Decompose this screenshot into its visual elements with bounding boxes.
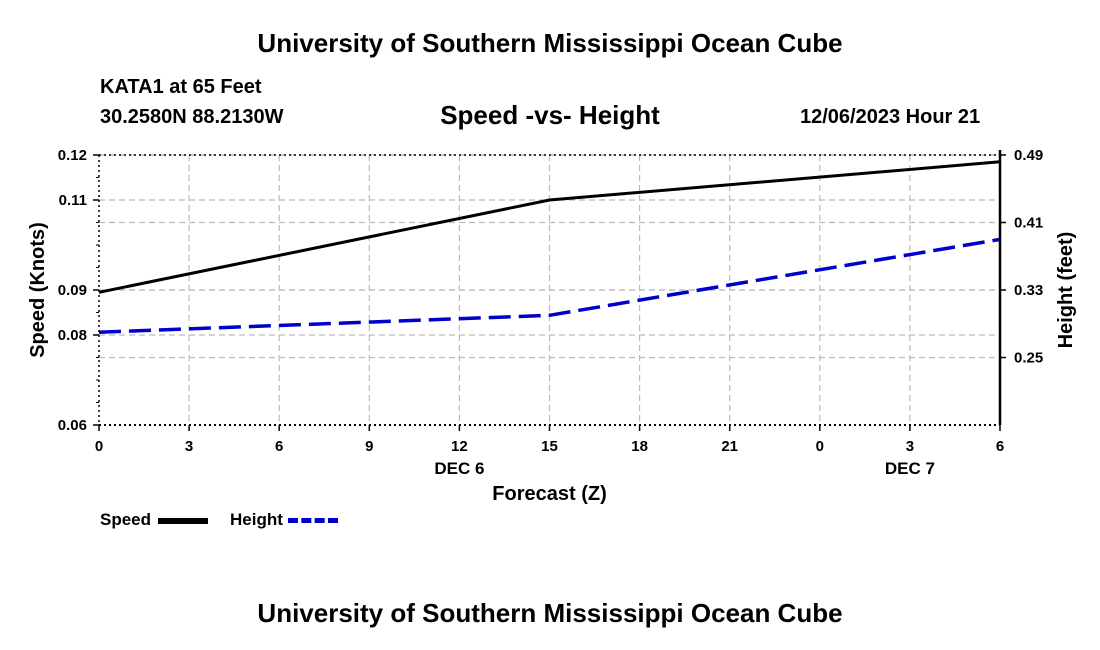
footer-title: University of Southern Mississippi Ocean… <box>257 598 843 628</box>
x-tick-label: 6 <box>275 438 283 455</box>
y-tick-label-left: 0.09 <box>58 282 87 299</box>
legend-speed-label: Speed <box>100 510 152 529</box>
legend-speed-swatch <box>157 517 208 524</box>
y-axis-label-right: Height (feet) <box>1055 232 1077 349</box>
x-tick-label: 0 <box>816 438 824 455</box>
x-tick-label: 3 <box>185 438 193 455</box>
x-tick-label: 6 <box>996 438 1004 455</box>
x-tick-label: 12 <box>451 438 468 455</box>
y-tick-label-left: 0.06 <box>58 417 87 434</box>
page-title: University of Southern Mississippi Ocean… <box>257 28 843 58</box>
grid-layer <box>99 154 1000 425</box>
series-line-height <box>98 237 1001 334</box>
y-tick-label-right: 0.41 <box>1014 215 1043 232</box>
y-tick-label-right: 0.49 <box>1014 147 1043 164</box>
y-axis-label-left: Speed (Knots) <box>27 222 49 358</box>
forecast-datetime: 12/06/2023 Hour 21 <box>800 106 981 128</box>
legend-height: Height <box>230 510 338 530</box>
legend-height-label: Height <box>230 510 283 529</box>
label-layer: 0 3 6 9 12 15 18 21 0 3 6 DEC 6 DEC 7 Forecast (Z) 0.0… <box>27 147 1077 505</box>
x-tick-label: 3 <box>906 438 914 455</box>
x-tick-label: 18 <box>631 438 648 455</box>
legend-speed: Speed <box>100 510 208 530</box>
date-label: DEC 7 <box>885 459 935 478</box>
x-axis-label: Forecast (Z) <box>492 483 606 505</box>
series-layer <box>98 160 1001 334</box>
y-tick-label-right: 0.25 <box>1014 350 1043 367</box>
x-tick-label: 15 <box>541 438 558 455</box>
series-line-speed <box>98 160 1001 294</box>
x-tick-label: 9 <box>365 438 373 455</box>
station-coordinates: 30.2580N 88.2130W <box>100 106 284 128</box>
axes-layer <box>93 150 1006 431</box>
y-tick-label-right: 0.33 <box>1014 282 1043 299</box>
date-label: DEC 6 <box>434 459 484 478</box>
station-label: KATA1 at 65 Feet <box>100 76 262 98</box>
y-tick-label-left: 0.08 <box>58 327 87 344</box>
chart-title: Speed -vs- Height <box>440 100 660 130</box>
y-tick-label-left: 0.12 <box>58 147 87 164</box>
legend-height-swatch <box>287 518 338 524</box>
x-tick-label: 21 <box>721 438 738 455</box>
y-tick-label-left: 0.11 <box>59 192 87 209</box>
x-tick-label: 0 <box>95 438 103 455</box>
